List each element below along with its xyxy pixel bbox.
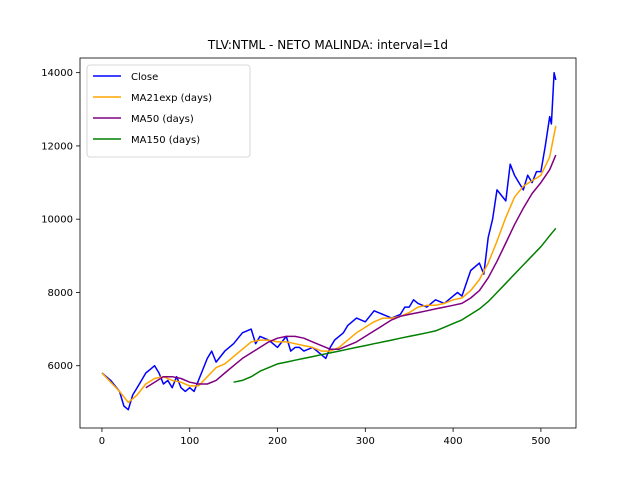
- x-tick-label: 400: [444, 436, 463, 447]
- legend-label-1: MA21exp (days): [131, 93, 212, 104]
- series-line-1: [101, 125, 557, 404]
- legend-label-2: MA50 (days): [131, 114, 194, 125]
- series-line-2: [145, 154, 557, 389]
- x-tick-label: 100: [180, 436, 199, 447]
- y-tick-label: 10000: [41, 215, 73, 226]
- x-tick-label: 300: [356, 436, 375, 447]
- x-tick-label: 200: [268, 436, 287, 447]
- x-axis: 0 100 200 300 400 500: [99, 428, 550, 447]
- series-layer: [101, 71, 557, 411]
- plot-frame: [79, 57, 577, 429]
- y-tick-label: 14000: [41, 68, 73, 79]
- legend: Close MA21exp (days) MA50 (days) MA150 (day…: [86, 64, 251, 158]
- y-tick-label: 8000: [48, 288, 73, 299]
- y-axis: 6000 8000 10000 12000 14000: [41, 68, 80, 372]
- x-tick-label: 500: [531, 436, 550, 447]
- legend-label-0: Close: [131, 72, 158, 83]
- legend-box: [86, 64, 251, 158]
- y-tick-label: 12000: [41, 141, 73, 152]
- x-tick-label: 0: [99, 436, 105, 447]
- chart-title: TLV:NTML - NETO MALINDA: interval=1d: [207, 38, 448, 52]
- series-line-3: [233, 227, 557, 383]
- y-tick-label: 6000: [48, 361, 73, 372]
- legend-label-3: MA150 (days): [131, 135, 200, 146]
